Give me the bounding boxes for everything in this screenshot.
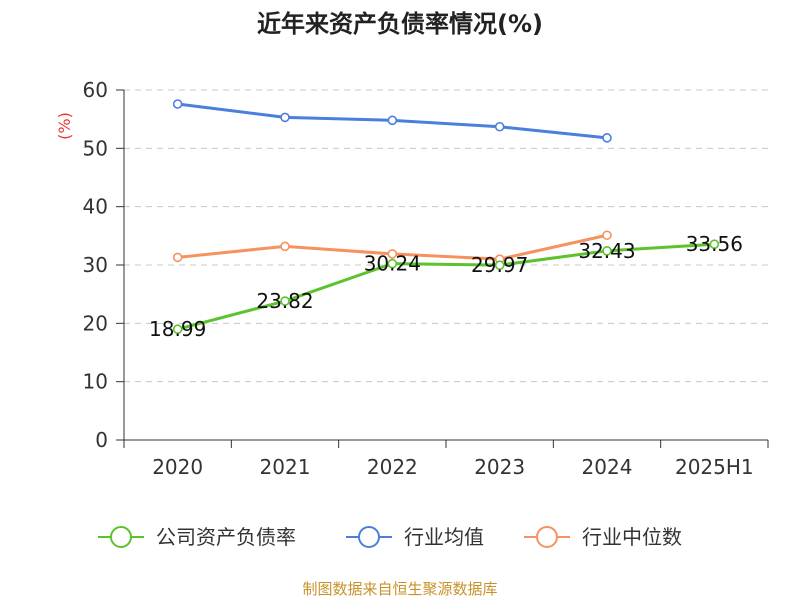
y-tick-label: 50	[83, 136, 108, 160]
series-0	[172, 239, 720, 335]
data-labels: 18.99 23.82 30.24 29.97 32.43 33.56	[149, 232, 743, 341]
data-label: 32.43	[578, 239, 635, 263]
y-tick-label: 40	[83, 195, 108, 219]
legend-item: 公司资产负债率	[98, 525, 296, 549]
data-label: 18.99	[149, 317, 206, 341]
legend-item: 行业中位数	[524, 525, 682, 549]
data-point	[387, 115, 398, 126]
data-point	[387, 258, 398, 269]
grid-lines	[124, 89, 768, 383]
legend-label: 公司资产负债率	[156, 525, 296, 549]
data-point	[494, 260, 505, 270]
data-point	[602, 230, 612, 241]
data-point	[709, 239, 720, 250]
x-tick-labels: 2020 2021 2022 2023 2024 2025H1	[152, 455, 753, 479]
series-line	[176, 242, 716, 331]
data-point	[280, 112, 290, 123]
legend-swatch-marker	[110, 526, 132, 548]
data-label: 30.24	[364, 252, 421, 276]
data-point	[172, 252, 183, 263]
x-tick-label: 2020	[152, 455, 203, 479]
x-tick-label: 2024	[582, 455, 633, 479]
legend: 公司资产负债率 行业均值 行业中位数	[98, 525, 682, 549]
legend-swatch-marker	[358, 526, 380, 548]
y-tick-label: 20	[83, 311, 108, 335]
legend-item: 行业均值	[346, 525, 484, 549]
y-tick-label: 30	[83, 253, 108, 277]
x-tick-label: 2022	[367, 455, 418, 479]
data-point	[602, 246, 612, 256]
data-label: 33.56	[686, 232, 743, 256]
y-tick-label: 10	[83, 370, 108, 394]
x-tick-label: 2021	[260, 455, 311, 479]
source-note: 制图数据来自恒生聚源数据库	[302, 580, 497, 598]
data-point	[602, 133, 612, 143]
data-point	[172, 324, 183, 335]
legend-swatch-marker	[536, 526, 558, 548]
data-point	[280, 241, 290, 252]
legend-label: 行业均值	[404, 525, 484, 549]
data-label: 23.82	[256, 289, 313, 313]
data-point	[172, 99, 183, 109]
data-point	[387, 249, 398, 259]
x-tick-label: 2025H1	[675, 455, 754, 479]
y-tick-labels: 0 10 20 30 40 50 60	[83, 78, 108, 452]
series-lines	[172, 99, 720, 335]
series-1	[172, 99, 612, 143]
x-tick-label: 2023	[474, 455, 525, 479]
y-tick-label: 60	[83, 78, 108, 102]
data-point	[494, 121, 505, 132]
data-point	[280, 296, 290, 306]
y-tick-label: 0	[95, 428, 108, 452]
y-axis-unit: (%)	[55, 112, 74, 140]
axes	[116, 89, 769, 448]
chart-title: 近年来资产负债率情况(%)	[257, 10, 543, 38]
data-label: 29.97	[471, 253, 528, 277]
legend-label: 行业中位数	[582, 525, 682, 549]
